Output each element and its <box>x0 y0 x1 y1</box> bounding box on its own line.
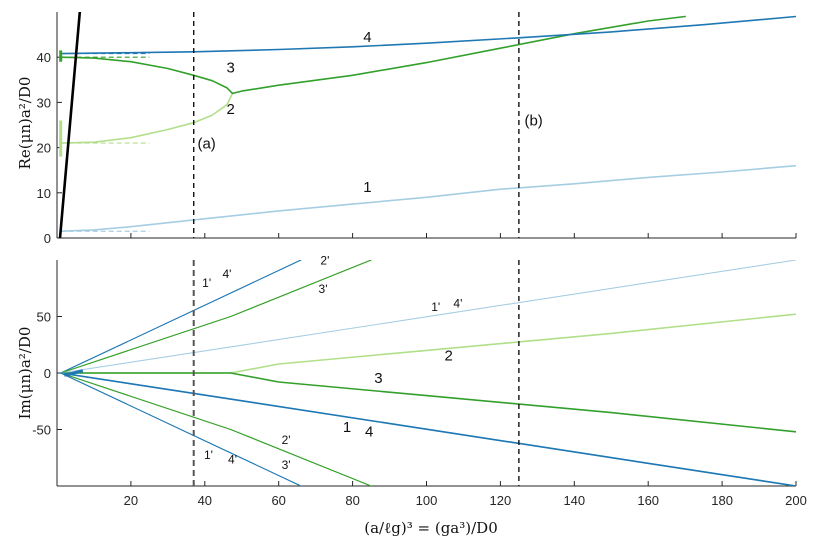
x-tick-label: 140 <box>563 493 585 508</box>
series-line-2 <box>59 313 796 374</box>
curve-label: 2 <box>226 101 234 118</box>
curve-label: 4' <box>222 267 231 281</box>
y-tick-label: -50 <box>32 423 51 438</box>
curve-label: 2' <box>282 433 291 447</box>
curve-label: 4' <box>453 296 462 310</box>
series-line-3 <box>59 15 686 95</box>
plot-area <box>59 260 796 486</box>
y-tick-label: 30 <box>37 95 51 110</box>
series-line-4 <box>59 372 796 486</box>
origin-marker <box>64 369 84 377</box>
curve-label: 3' <box>319 282 328 296</box>
top-panel: 0 10 20 30 40 4 3 2 (a) (b) 1 <box>37 12 797 246</box>
series-line-1-4- <box>60 260 796 374</box>
series-line-3- <box>60 260 372 374</box>
series-line-1 <box>59 164 796 232</box>
bottom-panel: 20 40 60 80 100 120 140 160 180 200 50 0 -50 1' 4' 2' 3'… <box>32 254 807 508</box>
curve-label: 4 <box>365 423 373 440</box>
curve-label: 3 <box>374 370 382 387</box>
series-line-3- <box>60 372 372 486</box>
x-tick-label: 80 <box>345 493 359 508</box>
curve-label: 1' <box>204 448 213 462</box>
y-tick-label: 50 <box>37 310 51 325</box>
series-line-3 <box>59 372 796 433</box>
curve-label: 4 <box>363 29 371 46</box>
series-line-2- <box>60 260 372 374</box>
series-line-asymptote <box>58 12 82 238</box>
top-y-axis-label: Re(μn)a²/D0 <box>16 77 34 170</box>
curve-label: 2' <box>320 254 329 268</box>
x-tick-label: 60 <box>271 493 285 508</box>
curve-label: (b) <box>524 112 542 129</box>
curve-label: 1' <box>202 276 211 290</box>
series-line-2 <box>59 92 234 144</box>
x-tick-label: 120 <box>490 493 512 508</box>
curve-label: (a) <box>197 136 215 153</box>
y-tick-label: 40 <box>37 50 51 65</box>
series-line-4 <box>59 15 796 55</box>
x-tick-label: 200 <box>785 493 807 508</box>
bottom-y-axis-label: Im(μn)a²/D0 <box>16 327 34 420</box>
x-tick-label: 160 <box>637 493 659 508</box>
x-axis-label: (a/ℓg)³ = (ga³)/D0 <box>364 519 498 537</box>
plot-area <box>58 12 796 238</box>
series-line-4- <box>60 372 302 486</box>
x-tick-label: 180 <box>711 493 733 508</box>
y-tick-label: 10 <box>37 186 51 201</box>
x-tick-label: 20 <box>124 493 138 508</box>
curve-label: 1 <box>363 179 371 196</box>
y-tick-label: 0 <box>44 231 51 246</box>
curve-label: 1' <box>431 300 440 314</box>
curve-label: 4' <box>228 452 237 466</box>
series-line-4- <box>60 260 302 374</box>
x-tick-label: 100 <box>416 493 438 508</box>
y-tick-label: 0 <box>44 366 51 381</box>
curve-label: 3 <box>226 60 234 77</box>
curve-label: 3' <box>282 458 291 472</box>
series-line-2- <box>60 372 372 486</box>
x-tick-label: 40 <box>198 493 212 508</box>
y-tick-label: 20 <box>37 141 51 156</box>
curve-label: 2 <box>444 348 452 365</box>
curve-label: 1 <box>343 419 351 436</box>
